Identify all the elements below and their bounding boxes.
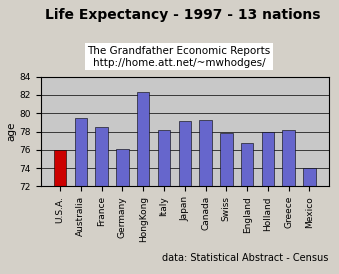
Bar <box>220 133 233 186</box>
Bar <box>137 92 149 186</box>
Bar <box>262 132 274 186</box>
Bar <box>75 118 87 186</box>
Bar <box>179 121 191 186</box>
Bar <box>158 130 170 186</box>
Bar <box>116 149 128 186</box>
Bar <box>282 130 295 186</box>
Bar <box>199 120 212 186</box>
Text: The Grandfather Economic Reports
http://home.att.net/~mwhodges/: The Grandfather Economic Reports http://… <box>87 46 271 68</box>
Bar <box>95 127 108 186</box>
Bar <box>54 150 66 186</box>
Text: Life Expectancy - 1997 - 13 nations: Life Expectancy - 1997 - 13 nations <box>45 8 321 22</box>
Y-axis label: age: age <box>7 122 17 141</box>
Bar <box>241 143 253 186</box>
Bar <box>303 168 316 186</box>
Text: data: Statistical Abstract - Census: data: Statistical Abstract - Census <box>162 253 329 263</box>
